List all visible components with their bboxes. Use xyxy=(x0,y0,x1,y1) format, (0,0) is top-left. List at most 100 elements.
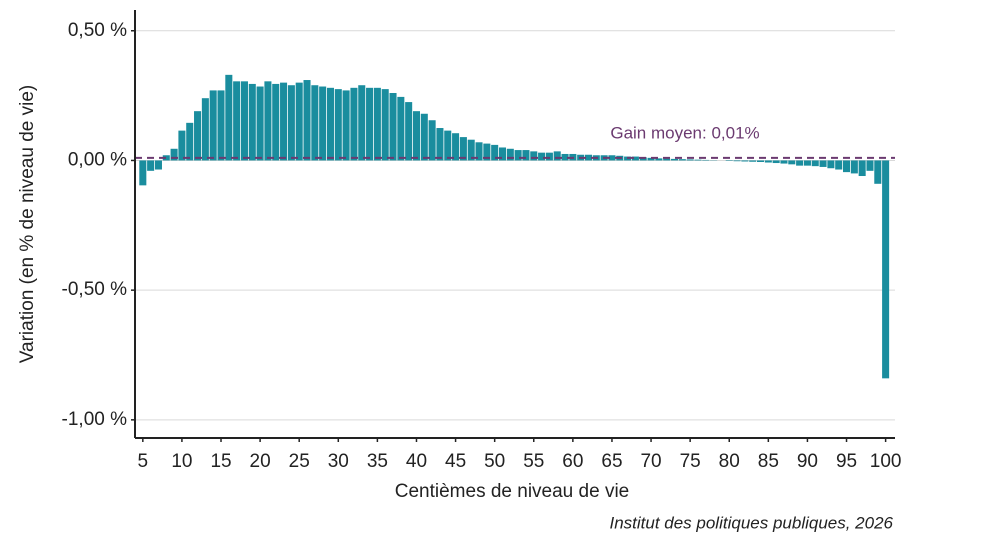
bar xyxy=(522,150,530,161)
bar xyxy=(655,158,663,161)
bar xyxy=(264,81,272,161)
bar xyxy=(147,160,155,171)
bar xyxy=(553,151,561,161)
x-tick-label: 60 xyxy=(562,451,583,472)
bar xyxy=(256,86,264,161)
bar xyxy=(733,160,741,162)
bar xyxy=(483,143,491,161)
bar xyxy=(295,82,303,161)
bar xyxy=(303,80,311,161)
bar xyxy=(358,85,366,161)
bar xyxy=(663,158,671,161)
bar xyxy=(186,122,194,161)
bar xyxy=(467,139,475,161)
x-tick-label: 10 xyxy=(171,451,192,472)
bar xyxy=(272,83,280,161)
x-axis-label: Centièmes de niveau de vie xyxy=(395,481,629,502)
x-tick-label: 65 xyxy=(601,451,622,472)
x-tick-label: 40 xyxy=(406,451,427,472)
bar xyxy=(835,160,843,170)
bar xyxy=(319,86,327,161)
bar xyxy=(874,160,882,184)
bar xyxy=(248,83,256,161)
y-tick-label: 0,00 % xyxy=(68,149,127,170)
bar xyxy=(686,159,694,161)
bar xyxy=(796,160,804,166)
bar xyxy=(670,158,679,161)
bar xyxy=(772,160,780,164)
bar xyxy=(631,156,639,161)
bar xyxy=(819,160,827,167)
x-tick-label: 75 xyxy=(680,451,701,472)
bar xyxy=(412,111,420,161)
x-tick-label: 25 xyxy=(289,451,310,472)
bar xyxy=(459,137,467,161)
bar xyxy=(538,152,546,161)
x-tick-label: 85 xyxy=(758,451,779,472)
bar xyxy=(788,160,796,165)
x-tick-label: 70 xyxy=(640,451,661,472)
bar xyxy=(639,157,647,161)
bar xyxy=(780,160,788,164)
bar xyxy=(608,155,616,161)
bar xyxy=(506,148,514,161)
bar xyxy=(498,147,507,161)
x-tick-label: 55 xyxy=(523,451,544,472)
bar xyxy=(749,160,757,162)
source: Institut des politiques publiques, 2026 xyxy=(609,513,893,532)
bar xyxy=(225,74,233,161)
bar xyxy=(350,87,358,161)
x-tick-label: 35 xyxy=(367,451,388,472)
bar xyxy=(405,102,413,161)
bar xyxy=(154,160,162,170)
x-tick-label: 15 xyxy=(210,451,231,472)
bar xyxy=(162,155,170,161)
bar xyxy=(647,157,655,161)
bar xyxy=(811,160,819,167)
bar xyxy=(741,160,749,162)
bar xyxy=(866,160,874,171)
bar xyxy=(201,98,209,161)
bar xyxy=(178,130,186,161)
bar xyxy=(452,133,460,161)
bar xyxy=(373,87,381,161)
y-tick-label: -0,50 % xyxy=(62,279,128,300)
mean-label: Gain moyen: 0,01% xyxy=(610,123,759,142)
x-tick-label: 20 xyxy=(250,451,271,472)
bar xyxy=(334,89,342,161)
bar xyxy=(764,160,772,163)
bar xyxy=(725,160,733,161)
x-tick-label: 50 xyxy=(484,451,505,472)
bar xyxy=(436,128,444,161)
bar xyxy=(233,81,241,161)
bar xyxy=(850,160,858,174)
bar xyxy=(366,87,374,161)
bar xyxy=(561,153,569,161)
bar xyxy=(545,152,553,161)
bar xyxy=(678,159,686,161)
bar xyxy=(139,160,147,186)
bar xyxy=(240,81,248,161)
bar xyxy=(827,160,835,169)
bar xyxy=(389,93,397,161)
bar xyxy=(311,85,319,161)
y-tick-label: 0,50 % xyxy=(68,20,127,41)
bar xyxy=(420,113,428,161)
bar xyxy=(342,90,350,161)
bar xyxy=(217,90,225,161)
y-tick-label: -1,00 % xyxy=(62,409,128,430)
bar xyxy=(882,160,890,379)
bar xyxy=(694,159,702,161)
bar xyxy=(530,151,538,161)
bar xyxy=(428,120,436,161)
bar xyxy=(514,150,522,161)
x-tick-label: 95 xyxy=(836,451,857,472)
x-tick-label: 90 xyxy=(797,451,818,472)
bar xyxy=(397,96,405,161)
bar xyxy=(858,160,866,177)
x-tick-label: 5 xyxy=(138,451,149,472)
bar xyxy=(491,144,499,161)
x-tick-label: 100 xyxy=(870,451,902,472)
y-axis-label: Variation (en % de niveau de vie) xyxy=(17,85,38,363)
